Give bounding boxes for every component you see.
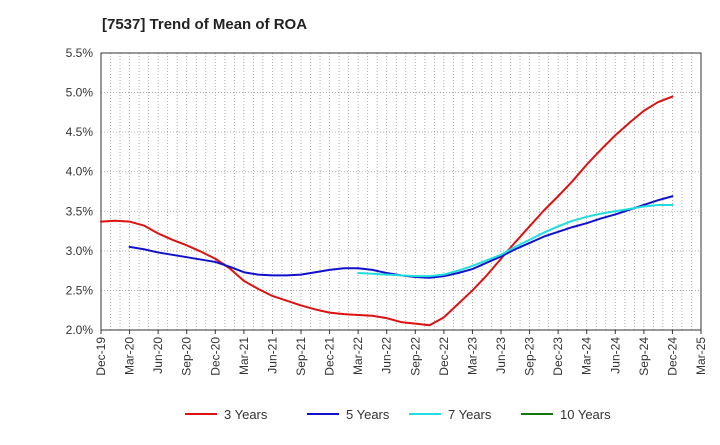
series-line-5-years xyxy=(128,195,674,279)
grid xyxy=(101,53,701,330)
y-axis: 2.0% 2.5% 3.0% 3.5% 4.0% 4.5% 5.0% 5.5% xyxy=(66,46,94,337)
x-tick-label: Jun-20 xyxy=(151,337,165,374)
legend: 3 Years 5 Years 7 Years 10 Years xyxy=(185,407,611,422)
legend-label-7-years: 7 Years xyxy=(448,407,492,422)
legend-label-5-years: 5 Years xyxy=(346,407,390,422)
x-tick-label: Mar-21 xyxy=(237,337,251,375)
legend-label-3-years: 3 Years xyxy=(224,407,268,422)
y-tick-label: 4.5% xyxy=(66,125,94,139)
x-tick-label: Jun-22 xyxy=(380,337,394,374)
series-line-7-years xyxy=(357,203,674,278)
legend-label-10-years: 10 Years xyxy=(560,407,611,422)
x-tick-label: Sep-23 xyxy=(523,337,537,376)
x-tick-label: Mar-23 xyxy=(465,337,479,375)
x-tick-label: Dec-23 xyxy=(551,337,565,376)
x-tick-label: Jun-21 xyxy=(265,337,279,374)
x-tick-label: Mar-24 xyxy=(580,337,594,375)
x-tick-label: Dec-24 xyxy=(665,337,679,376)
y-tick-label: 3.0% xyxy=(66,244,94,258)
x-tick-label: Dec-21 xyxy=(323,337,337,376)
chart-title: [7537] Trend of Mean of ROA xyxy=(102,16,307,33)
x-tick-label: Mar-25 xyxy=(694,337,708,375)
x-tick-label: Dec-20 xyxy=(208,337,222,376)
x-tick-label: Jun-23 xyxy=(494,337,508,374)
series-lines xyxy=(100,95,674,327)
x-tick-label: Sep-20 xyxy=(180,337,194,376)
series-line-3-years xyxy=(100,95,674,327)
x-tick-label: Dec-22 xyxy=(437,337,451,376)
x-tick-label: Jun-24 xyxy=(608,337,622,374)
x-tick-label: Sep-24 xyxy=(637,337,651,376)
x-tick-label: Mar-22 xyxy=(351,337,365,375)
y-tick-label: 3.5% xyxy=(66,204,94,218)
x-tick-label: Mar-20 xyxy=(123,337,137,375)
y-tick-label: 4.0% xyxy=(66,165,94,179)
y-tick-label: 5.5% xyxy=(66,46,94,60)
y-tick-label: 2.5% xyxy=(66,283,94,297)
x-axis: Dec-19 Mar-20 Jun-20 Sep-20 Dec-20 Mar-21 Jun-… xyxy=(94,330,708,376)
plot-area-frame xyxy=(100,52,702,331)
x-tick-label: Sep-22 xyxy=(408,337,422,376)
x-tick-label: Dec-19 xyxy=(94,337,108,376)
y-tick-label: 2.0% xyxy=(66,323,94,337)
x-tick-label: Sep-21 xyxy=(294,337,308,376)
y-tick-label: 5.0% xyxy=(66,86,94,100)
